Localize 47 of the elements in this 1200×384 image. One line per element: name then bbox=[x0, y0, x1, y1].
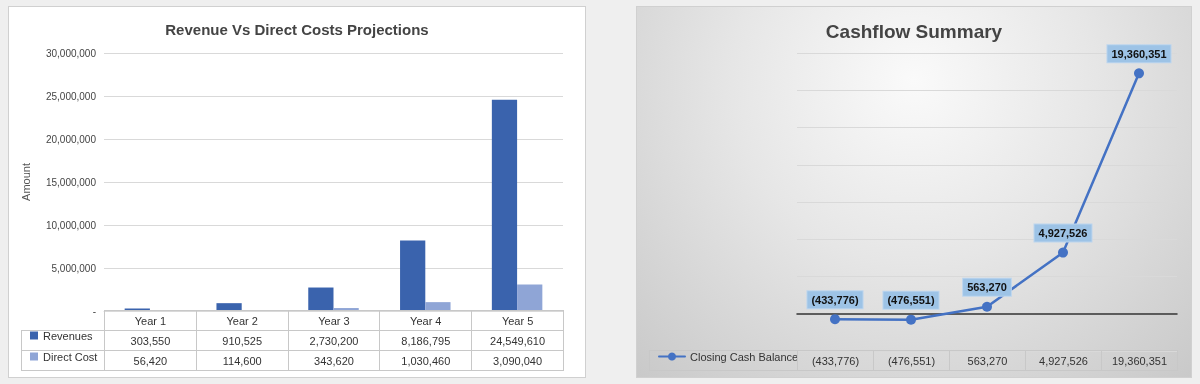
legend-label: Revenues bbox=[43, 329, 94, 342]
legend-label: Direct Cost bbox=[43, 350, 98, 363]
text: 19,360,351 bbox=[1111, 47, 1167, 60]
x-tick-label: Year 1 bbox=[104, 310, 197, 331]
bar bbox=[400, 240, 426, 311]
data-label: 1,030,460 bbox=[379, 350, 472, 371]
text: (476,551) bbox=[887, 294, 935, 307]
bar bbox=[491, 99, 518, 311]
chart-title: Cashflow Summary bbox=[825, 21, 1003, 42]
data-label: 3,090,040 bbox=[471, 350, 564, 371]
y-tick-label: 10,000,000 bbox=[45, 219, 97, 231]
y-tick-label: 15,000,000 bbox=[45, 176, 97, 188]
x-tick-label: Year 2 bbox=[196, 310, 289, 331]
text: (433,776) bbox=[811, 293, 859, 306]
data-label: 4,927,526 bbox=[1025, 350, 1102, 371]
data-label: 8,186,795 bbox=[379, 330, 472, 351]
data-label: 563,270 bbox=[949, 350, 1026, 371]
point bbox=[906, 314, 916, 325]
text: 4,927,526 bbox=[1038, 227, 1088, 240]
legend-label: Closing Cash Balance bbox=[690, 350, 799, 363]
y-tick-label: 20,000,000 bbox=[45, 133, 97, 145]
x-tick-label: Year 4 bbox=[379, 310, 472, 331]
data-label: (476,551) bbox=[873, 350, 950, 371]
bar bbox=[308, 287, 334, 311]
bar bbox=[517, 284, 543, 311]
data-label: 24,549,610 bbox=[471, 330, 564, 351]
point bbox=[830, 314, 840, 325]
chart-title: Revenue Vs Direct Costs Projections bbox=[165, 21, 429, 38]
data-label: 56,420 bbox=[104, 350, 197, 371]
y-axis-title: Amount bbox=[19, 163, 32, 201]
y-tick-label: - bbox=[92, 305, 96, 317]
y-tick-label: 30,000,000 bbox=[45, 47, 97, 59]
y-tick-label: 25,000,000 bbox=[45, 90, 97, 102]
data-label: 343,620 bbox=[288, 350, 380, 371]
data-label: 19,360,351 bbox=[1101, 350, 1178, 371]
data-label: 910,525 bbox=[196, 330, 289, 351]
point bbox=[982, 301, 992, 312]
data-label: 2,730,200 bbox=[288, 330, 380, 351]
text: 563,270 bbox=[967, 281, 1007, 294]
data-label: (433,776) bbox=[797, 350, 874, 371]
point bbox=[1058, 247, 1068, 258]
data-label: 114,600 bbox=[196, 350, 289, 371]
y-tick-label: 5,000,000 bbox=[51, 262, 97, 274]
x-tick-label: Year 5 bbox=[471, 310, 564, 331]
point bbox=[1134, 68, 1144, 79]
x-tick-label: Year 3 bbox=[288, 310, 380, 331]
data-label: 303,550 bbox=[104, 330, 197, 351]
